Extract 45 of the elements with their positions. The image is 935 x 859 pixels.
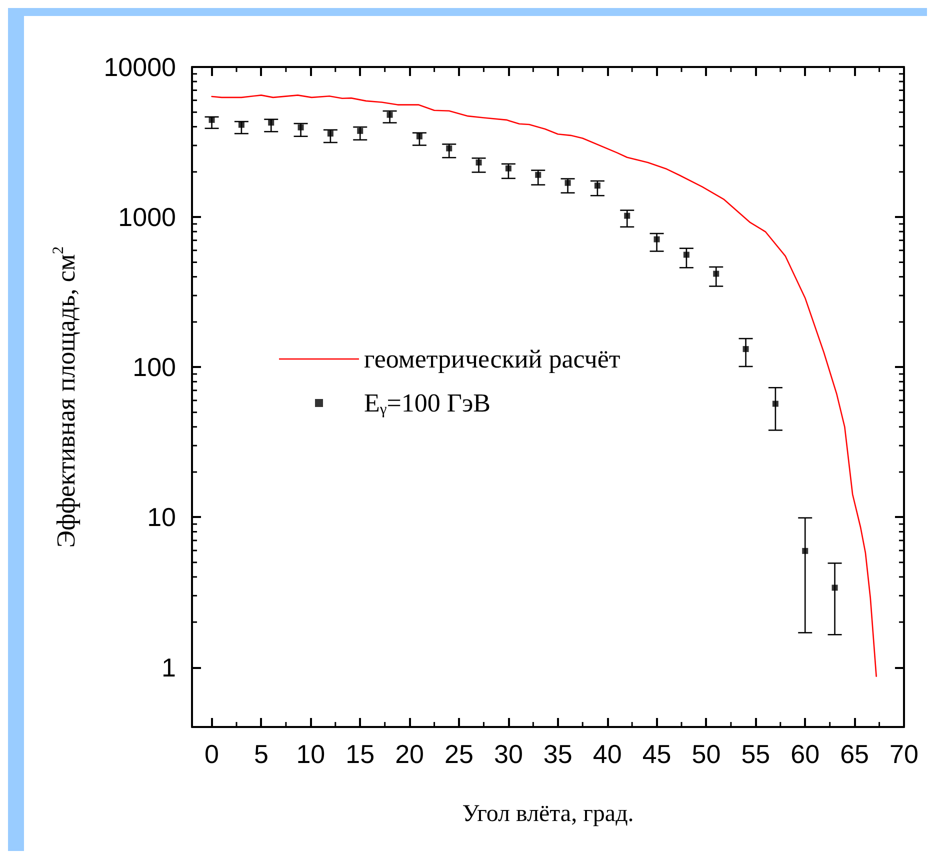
point [238,122,244,128]
x-tick-label: 0 [204,739,220,769]
x-tick-label: 30 [494,739,523,769]
y-tick-label: 1000 [118,202,176,232]
x-tick-label: 15 [346,739,375,769]
point [832,584,838,591]
x-tick-label: 5 [254,739,268,769]
x-tick-label: 10 [296,739,326,769]
point [624,212,630,219]
point [416,133,422,140]
x-tick-label: 70 [890,739,918,769]
x-tick-label: 50 [692,739,721,769]
legend-label: геометрический расчёт [364,344,620,374]
y-tick-label: 10 [147,502,176,532]
point [298,124,304,130]
point [386,112,393,118]
x-tick-label: 45 [642,739,672,769]
point [268,120,274,126]
x-tick-label: 20 [395,739,424,769]
point [683,252,690,258]
x-tick-label: 40 [592,739,622,769]
point [505,165,512,172]
point [802,548,808,554]
x-tick-label: 25 [444,739,474,769]
x-tick-label: 55 [741,739,770,769]
y-axis-title: Эффективная площадь, см2 [50,246,81,548]
point [564,180,571,186]
point [654,236,660,242]
point [535,172,542,178]
y-tick-label: 100 [132,352,176,382]
point [446,145,452,152]
point [594,182,600,189]
line-series [211,94,877,678]
point [772,400,778,407]
x-tick-label: 65 [840,739,870,769]
y-tick-label: 10000 [104,52,176,82]
x-tick-label: 35 [543,739,572,769]
y-tick-label: 1 [162,652,176,682]
point [357,128,364,134]
point [327,130,334,137]
x-tick-label: 60 [790,739,820,769]
point [713,270,720,277]
point [476,160,482,166]
x-axis-title: Угол влёта, град. [462,801,634,827]
point [742,346,749,352]
